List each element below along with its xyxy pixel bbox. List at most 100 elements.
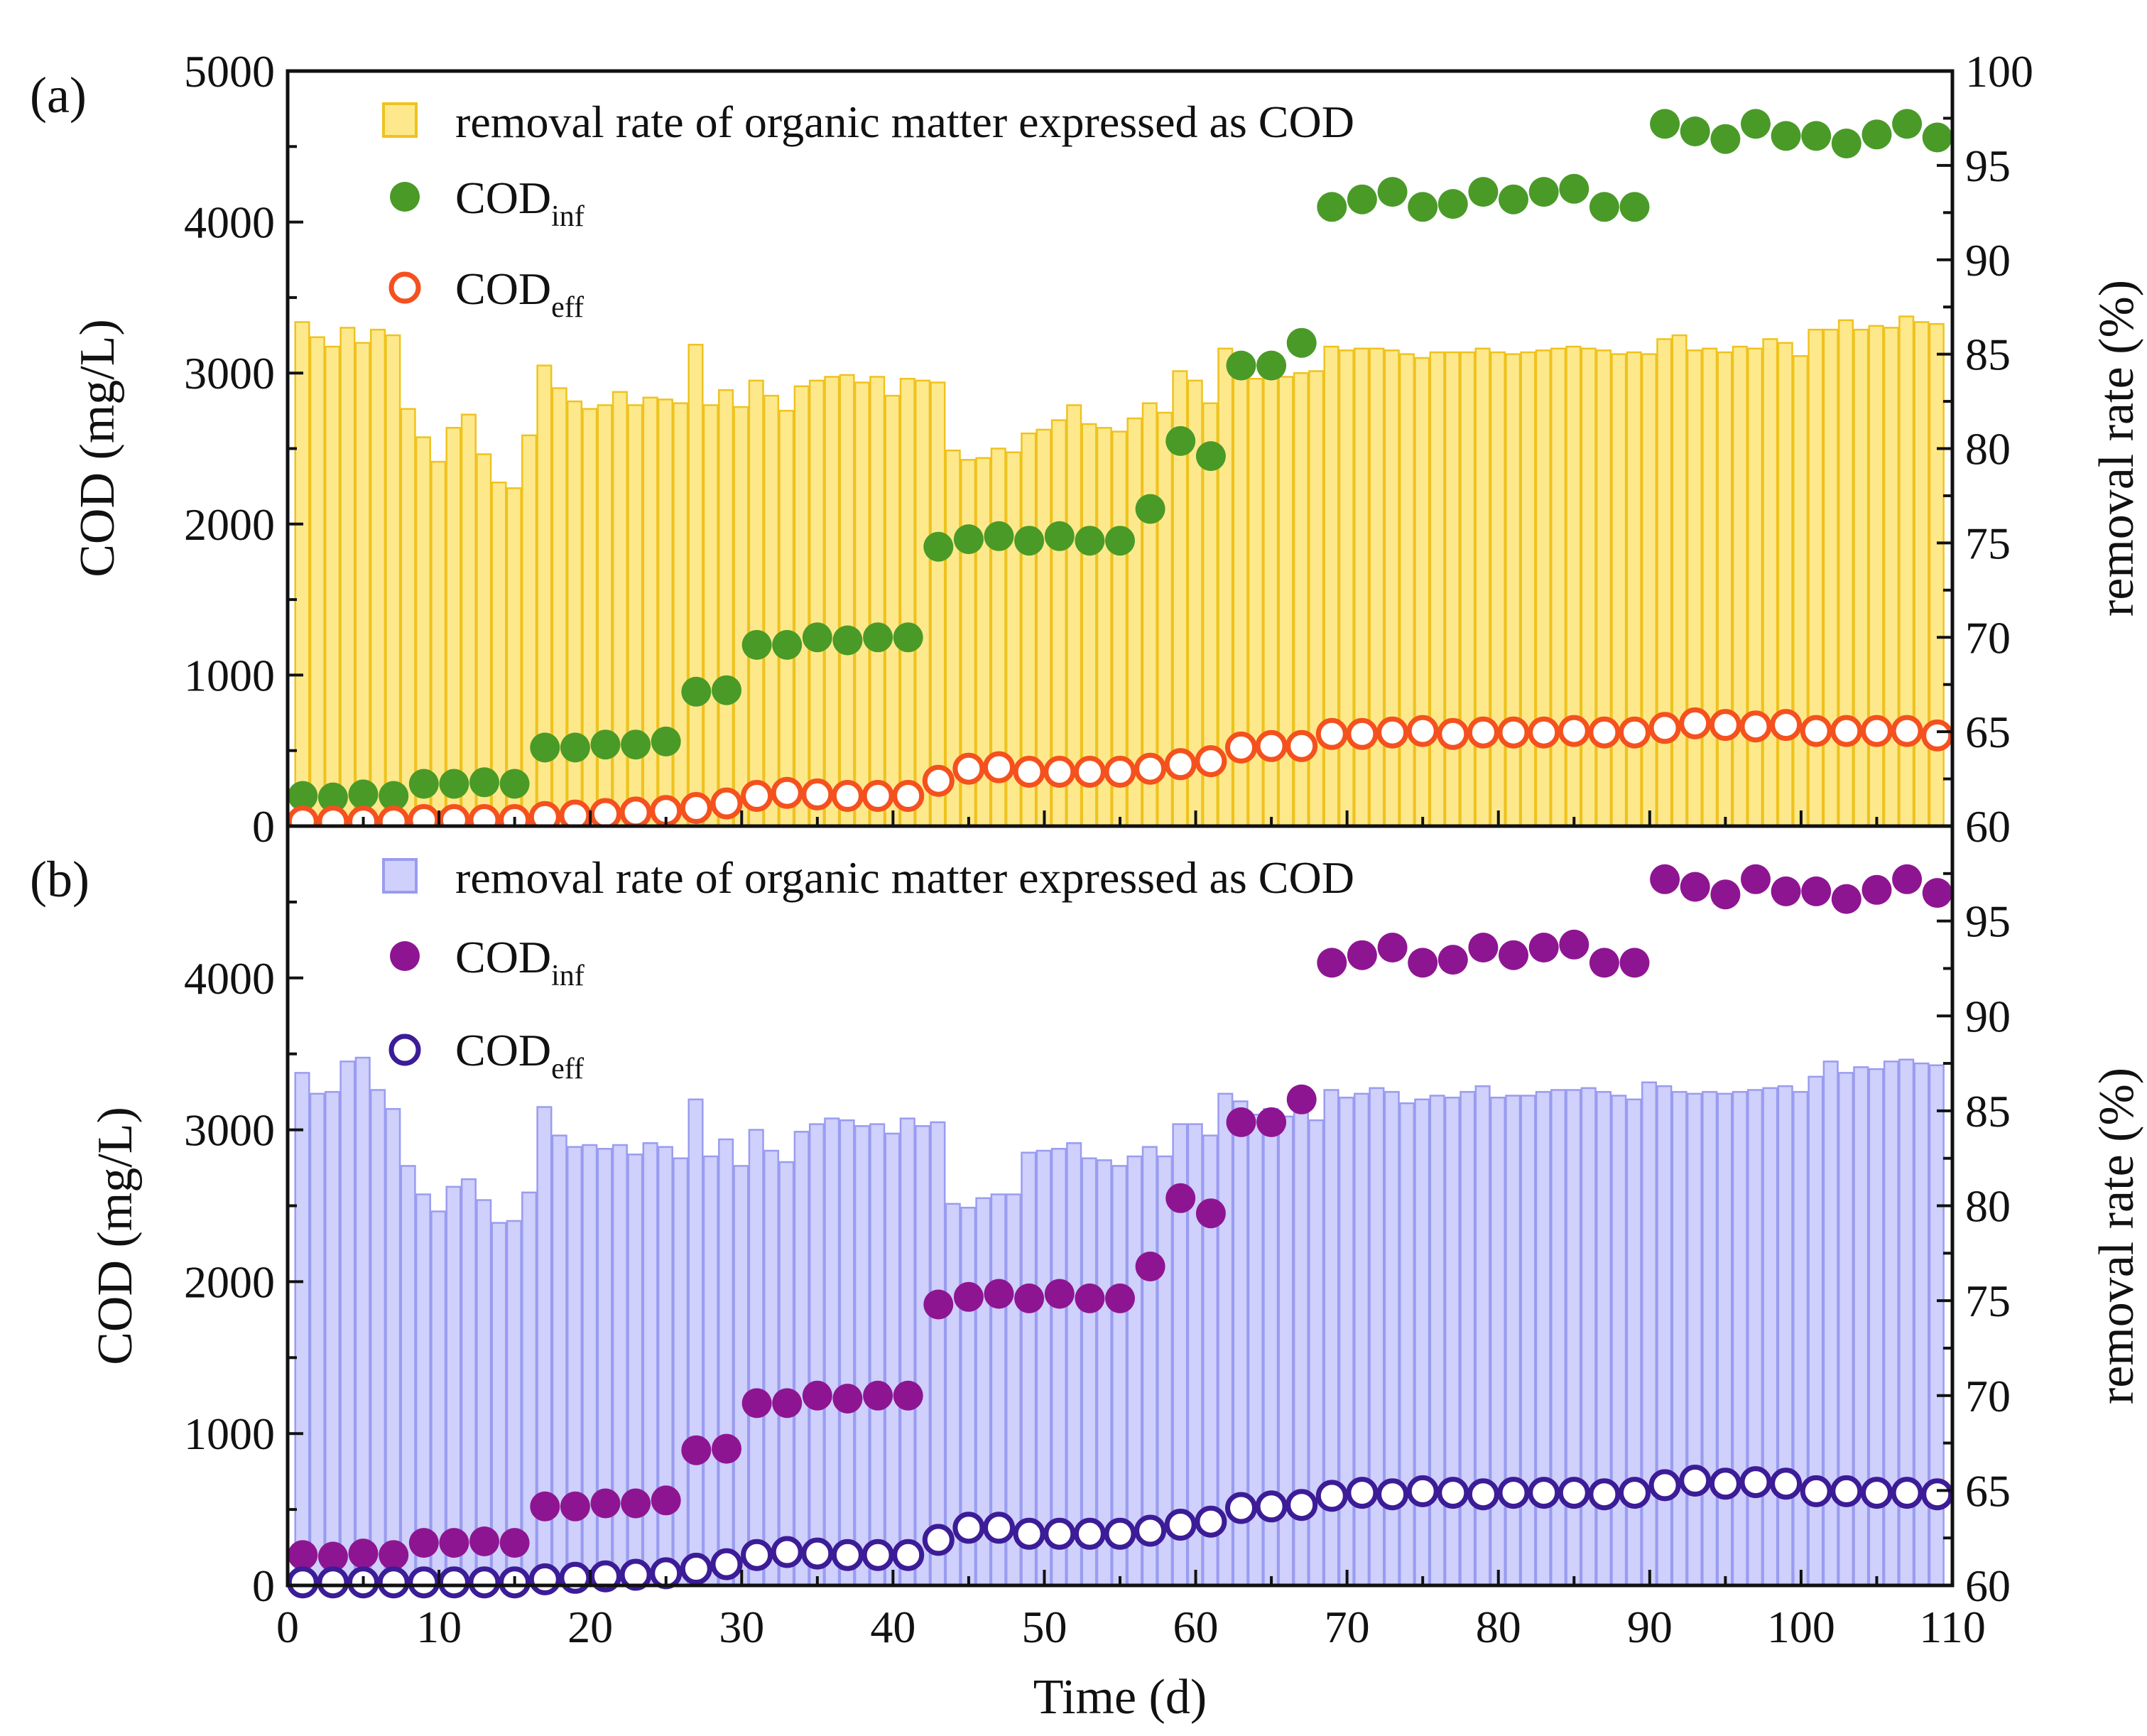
cod-inf-point: [1377, 933, 1408, 962]
cod-eff-point: [468, 1566, 501, 1599]
cod-inf-point: [469, 1526, 499, 1556]
cod-eff-point: [1315, 717, 1348, 750]
removal-rate-bar: [309, 1092, 325, 1587]
removal-rate-bar: [1808, 1075, 1824, 1587]
removal-rate-bar: [1398, 353, 1415, 828]
right-tick-label: 100: [1965, 46, 2033, 97]
removal-rate-bar: [642, 396, 658, 828]
panel-b-legend-inf-marker: [390, 941, 420, 971]
removal-rate-bar: [400, 408, 416, 828]
removal-rate-bar: [1822, 1060, 1839, 1587]
cod-eff-point: [1709, 709, 1741, 742]
removal-rate-bar: [1626, 1098, 1642, 1587]
panel-b-legend: removal rate of organic matter expressed…: [382, 852, 1354, 1085]
removal-rate-bar: [1580, 1087, 1597, 1587]
removal-rate-bar: [325, 1090, 341, 1587]
removal-rate-bar: [551, 1134, 567, 1587]
removal-rate-bar: [294, 321, 310, 828]
removal-rate-bar: [1384, 349, 1400, 828]
cod-inf-point: [530, 1491, 560, 1521]
cod-eff-point: [831, 1539, 864, 1571]
removal-rate-bar: [1460, 1090, 1476, 1587]
removal-rate-bar: [1474, 1085, 1491, 1587]
removal-rate-bar: [1883, 1060, 1899, 1587]
panel-a-legend-inf-text: CODinf: [455, 173, 585, 233]
removal-rate-bar: [702, 404, 719, 828]
cod-eff-point: [922, 764, 955, 797]
removal-rate-bar: [1913, 1062, 1930, 1587]
removal-rate-bar: [884, 1132, 901, 1587]
removal-rate-bar: [915, 1125, 931, 1587]
cod-inf-point: [288, 1540, 318, 1570]
cod-eff-point: [1648, 1469, 1681, 1502]
removal-rate-bar: [718, 1138, 734, 1587]
removal-rate-bar: [369, 1089, 386, 1587]
cod-inf-point: [1499, 940, 1528, 970]
cod-inf-point: [1317, 948, 1347, 978]
cod-inf-point: [348, 1539, 379, 1569]
removal-rate-bar: [1474, 347, 1491, 828]
cod-inf-point: [1226, 1107, 1256, 1137]
cod-inf-point: [317, 1541, 348, 1572]
removal-rate-bar: [899, 377, 915, 828]
removal-rate-bar: [385, 334, 401, 828]
removal-rate-bar: [1656, 338, 1673, 828]
panel-a-legend-inf-marker: [390, 182, 420, 212]
cod-inf-point: [1105, 526, 1135, 556]
x-tick-label: 10: [416, 1602, 462, 1652]
removal-rate-bar: [839, 1119, 855, 1587]
cod-eff-point: [741, 780, 773, 812]
panel-a-legend-eff-text: CODeff: [455, 264, 584, 324]
cod-inf-point: [379, 781, 409, 811]
cod-inf-point: [1771, 121, 1801, 151]
cod-inf-point: [1286, 327, 1317, 358]
cod-inf-point: [408, 1528, 439, 1558]
removal-rate-bar: [1762, 1087, 1778, 1587]
removal-rate-bar: [778, 410, 795, 828]
panel-b-ylabel-right: removal rate (%): [2089, 1068, 2144, 1404]
cod-inf-point: [590, 1488, 621, 1519]
right-tick-label: 75: [1965, 518, 2011, 568]
removal-rate-bar: [1626, 351, 1642, 828]
cod-inf-point: [832, 1384, 863, 1414]
removal-rate-bar: [582, 1144, 598, 1587]
cod-eff-point: [1800, 1475, 1832, 1507]
removal-rate-bar: [1671, 1090, 1687, 1587]
removal-rate-bar: [1338, 349, 1354, 828]
cod-inf-point: [530, 732, 560, 763]
x-axis-label: Time (d): [1033, 1670, 1207, 1725]
cod-inf-point: [1499, 184, 1528, 215]
removal-rate-bar: [521, 1191, 538, 1587]
removal-rate-bar: [1777, 1085, 1793, 1587]
panel-b-legend-eff-main: COD: [455, 1025, 551, 1075]
removal-rate-bar: [1369, 1087, 1385, 1587]
cod-inf-point: [772, 1388, 803, 1418]
removal-rate-bar: [1565, 345, 1582, 828]
cod-inf-point: [1710, 879, 1741, 910]
removal-rate-bar: [1611, 1095, 1627, 1587]
cod-eff-point: [377, 1566, 410, 1599]
cod-eff-point: [1437, 717, 1469, 750]
removal-rate-bar: [1793, 355, 1809, 828]
removal-rate-bar: [1505, 353, 1521, 828]
cod-eff-point: [1315, 1480, 1348, 1512]
cod-inf-point: [1650, 864, 1680, 894]
cod-eff-point: [1861, 715, 1893, 747]
cod-eff-point: [408, 1566, 440, 1599]
removal-rate-bar: [1414, 1098, 1430, 1587]
removal-rate-bar: [1595, 1090, 1612, 1587]
cod-inf-point: [288, 781, 318, 811]
cod-eff-point: [1195, 1505, 1227, 1538]
cod-eff-point: [1013, 756, 1045, 788]
cod-inf-point: [802, 1380, 832, 1411]
panel-a-right-ticks: 60 65 70 75 80 85 90 95 100: [1937, 46, 2033, 852]
cod-inf-point: [1528, 933, 1559, 962]
removal-rate-bar: [930, 1121, 946, 1587]
cod-eff-point: [1921, 719, 1954, 752]
cod-eff-point: [1679, 707, 1712, 739]
cod-inf-point: [560, 732, 590, 763]
cod-inf-point: [772, 629, 803, 660]
panel-a-legend-bar-swatch: [382, 102, 418, 138]
left-tick-label: 1000: [184, 650, 275, 700]
cod-eff-point: [1376, 716, 1409, 749]
